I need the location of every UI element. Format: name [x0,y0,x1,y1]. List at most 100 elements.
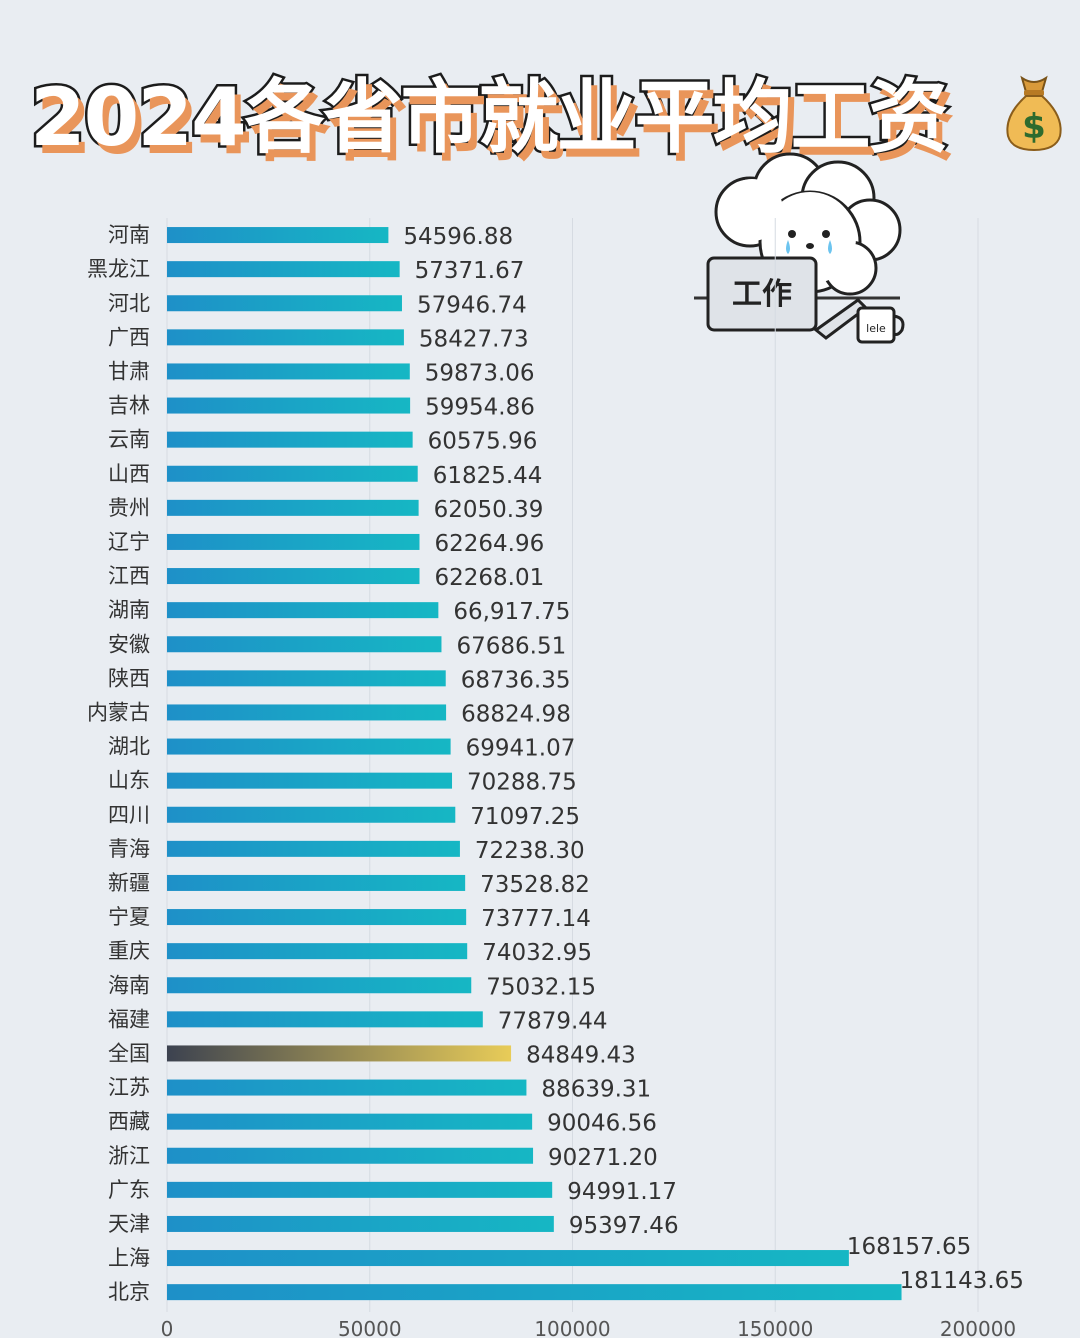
value-label: 54596.88 [403,224,513,250]
mug-text: lele [866,322,886,335]
category-label: 河北 [108,291,150,315]
category-label: 海南 [108,973,150,997]
value-label: 73528.82 [480,872,590,898]
value-label: 95397.46 [569,1213,679,1239]
category-label: 江西 [108,564,150,588]
x-tick-label: 200000 [940,1317,1016,1338]
bar [167,329,404,346]
laptop-text: 工作 [732,277,792,312]
value-label: 84849.43 [526,1042,636,1068]
value-label: 67686.51 [456,633,566,659]
category-label: 黑龙江 [87,257,150,281]
bar [167,1284,902,1301]
category-label: 内蒙古 [87,700,150,724]
category-label: 陕西 [108,666,150,690]
bar [167,1045,512,1062]
bar [167,772,453,789]
bar [167,704,447,721]
value-label: 59954.86 [425,395,535,421]
money-bag-icon: $ [1006,75,1062,152]
x-tick-label: 50000 [338,1317,402,1338]
category-label: 上海 [108,1246,150,1270]
value-label: 74032.95 [482,940,592,966]
category-label: 广东 [108,1178,150,1202]
bar [167,738,451,755]
category-label: 云南 [108,428,150,452]
category-label: 甘肃 [108,359,150,383]
category-label: 四川 [108,803,150,827]
bar [167,533,420,550]
bar [167,840,460,857]
bar [167,431,413,448]
category-label: 山西 [108,462,150,486]
value-label: 68736.35 [461,667,571,693]
category-label: 青海 [108,837,150,861]
category-label: 浙江 [108,1144,150,1168]
bar [167,806,456,823]
bar [167,568,420,585]
bar [167,227,389,244]
bar [167,1079,527,1096]
bar [167,1215,554,1232]
category-label: 西藏 [108,1110,150,1134]
category-label: 河南 [108,223,150,247]
value-label: 71097.25 [470,804,580,830]
value-label: 59873.06 [425,360,535,386]
value-label: 62050.39 [434,497,544,523]
category-label: 安徽 [108,632,150,656]
value-label: 62268.01 [434,565,544,591]
value-label: 72238.30 [475,838,585,864]
page-title: 2024各省市就业平均工资 [28,69,952,167]
value-label: 66,917.75 [453,599,570,625]
value-label: 88639.31 [541,1077,651,1103]
bar [167,602,439,619]
value-label: 90271.20 [548,1145,658,1171]
category-label: 山东 [108,769,150,793]
value-label: 75032.15 [486,974,596,1000]
category-label: 江苏 [108,1076,150,1100]
bar [167,295,402,312]
value-label: 61825.44 [433,463,543,489]
value-label: 181143.65 [900,1268,1024,1294]
x-tick-label: 150000 [737,1317,813,1338]
category-label: 北京 [108,1280,150,1304]
bar [167,465,418,482]
value-label: 57946.74 [417,292,527,318]
category-label: 新疆 [108,871,150,895]
bar [167,943,468,960]
value-label: 168157.65 [847,1234,971,1260]
bar [167,261,400,278]
category-label: 全国 [108,1041,150,1065]
bar [167,1147,534,1164]
category-label: 福建 [108,1007,150,1031]
value-label: 62264.96 [434,531,544,557]
bar [167,397,411,414]
category-label: 贵州 [108,496,150,520]
value-label: 69941.07 [466,736,576,762]
crying-cloud-dog-sticker: 工作 lele [694,152,905,344]
bar [167,1250,849,1267]
value-label: 68824.98 [461,701,571,727]
value-label: 70288.75 [467,770,577,796]
category-label: 天津 [108,1212,150,1236]
value-label: 90046.56 [547,1111,657,1137]
value-label: 77879.44 [498,1008,608,1034]
svg-text:$: $ [1022,107,1046,147]
value-label: 58427.73 [419,326,529,352]
bar [167,977,472,994]
bar [167,909,467,926]
bar [167,363,410,380]
category-label: 宁夏 [108,905,150,929]
category-label: 辽宁 [108,530,150,554]
category-label: 湖北 [108,735,150,759]
bar [167,636,442,653]
category-label: 吉林 [108,394,150,418]
category-label: 湖南 [108,598,150,622]
category-label: 重庆 [108,939,150,963]
value-label: 57371.67 [415,258,525,284]
category-label: 广西 [108,325,150,349]
bar [167,670,446,687]
value-label: 73777.14 [481,906,591,932]
bar [167,874,466,891]
